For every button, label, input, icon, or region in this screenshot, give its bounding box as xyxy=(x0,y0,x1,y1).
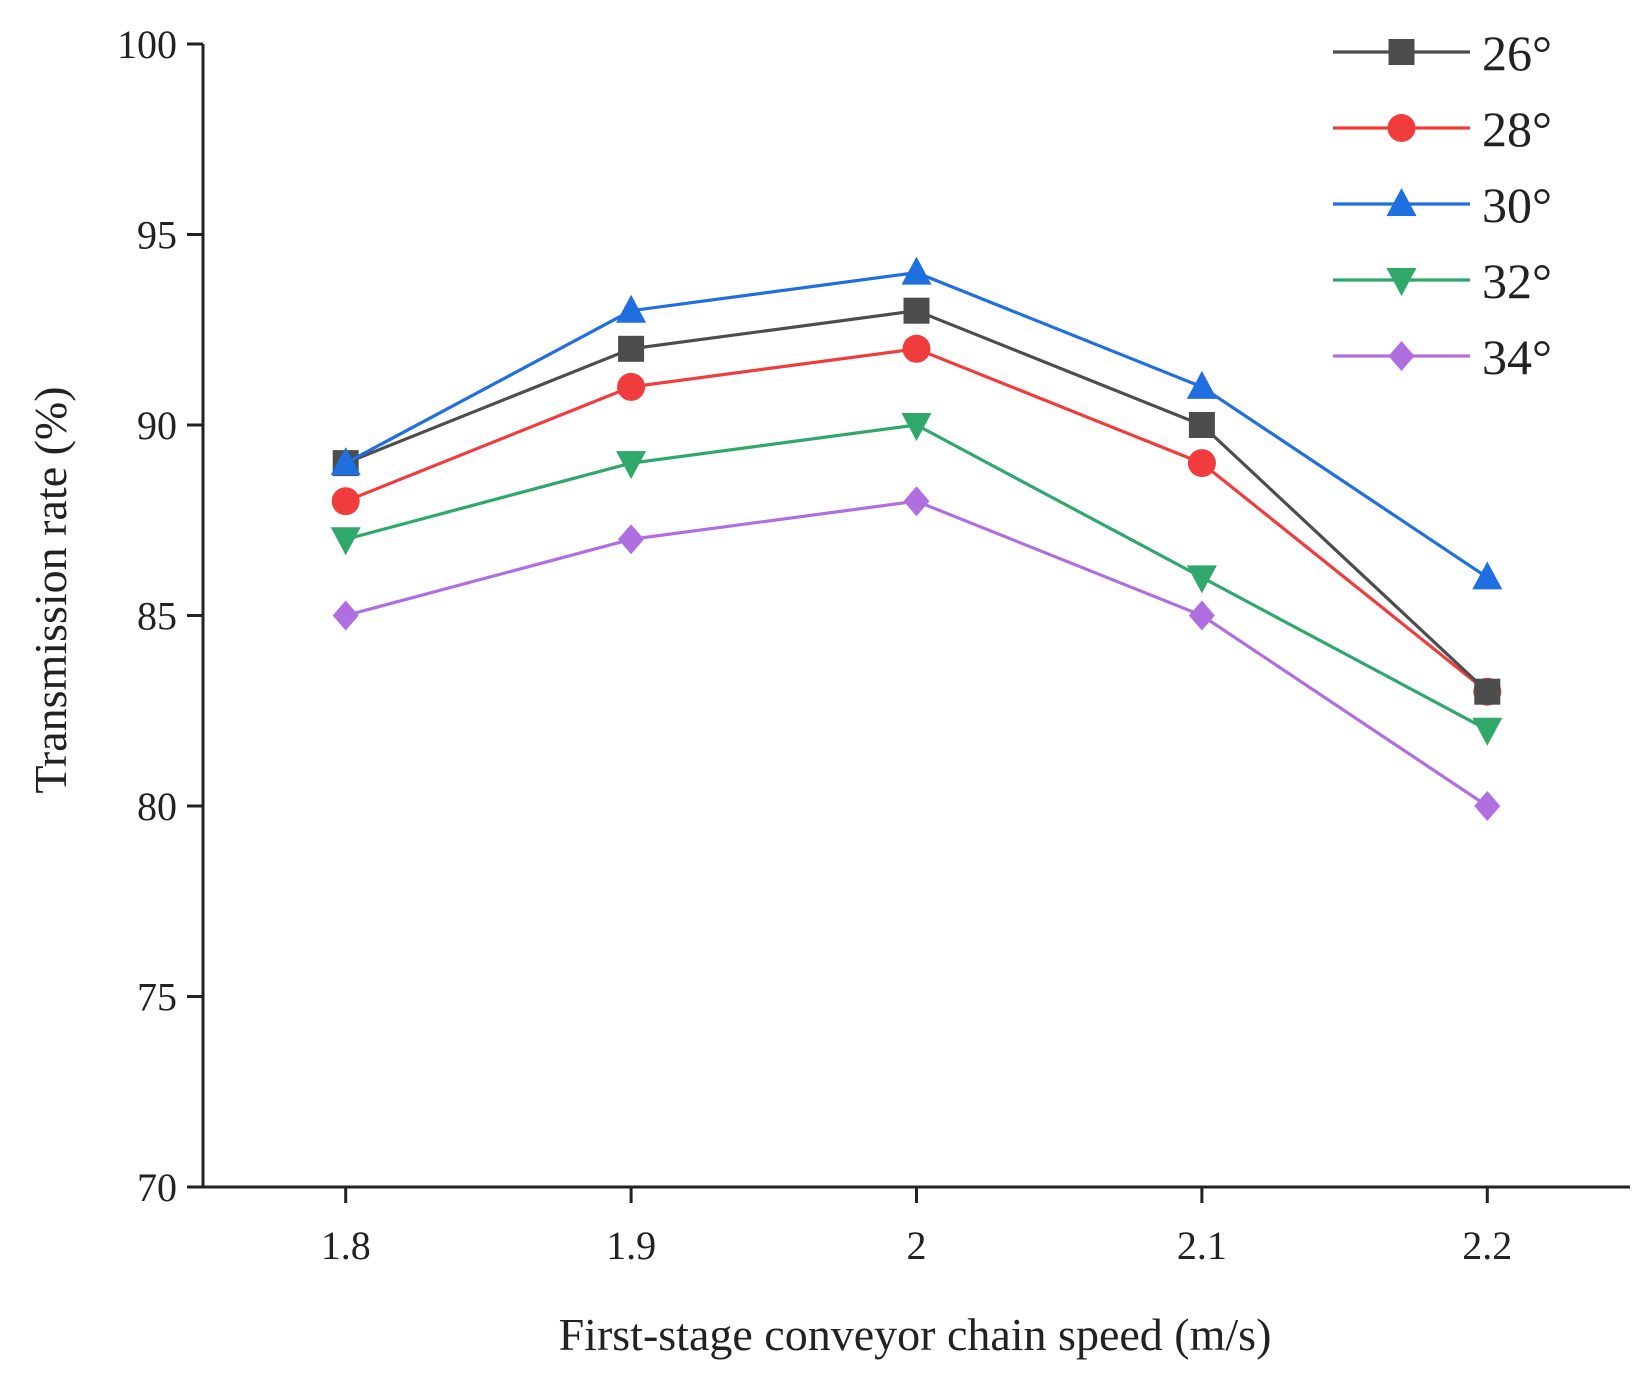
legend-item: 30° xyxy=(1333,177,1552,233)
x-axis-title: First-stage conveyor chain speed (m/s) xyxy=(559,1309,1272,1360)
legend-marker xyxy=(1386,188,1417,216)
x-tick-label: 1.9 xyxy=(606,1223,656,1268)
series-line xyxy=(345,423,1489,732)
data-point xyxy=(902,334,931,363)
data-point xyxy=(903,297,930,324)
legend-marker xyxy=(1388,39,1415,65)
legend-label: 26° xyxy=(1482,25,1552,81)
data-point xyxy=(617,372,646,401)
data-point xyxy=(616,451,647,480)
legend-marker xyxy=(1388,341,1415,371)
legend-label: 30° xyxy=(1482,177,1552,233)
data-point xyxy=(618,524,645,555)
data-point xyxy=(616,294,647,323)
legend-label: 28° xyxy=(1482,101,1552,157)
x-tick-label: 2.2 xyxy=(1462,1223,1512,1268)
data-point xyxy=(903,486,930,517)
legend: 26° 28° 30° 32° 34° xyxy=(1333,25,1552,385)
legend-label: 32° xyxy=(1482,253,1552,309)
data-point xyxy=(330,527,361,556)
data-point xyxy=(1187,449,1216,478)
data-point xyxy=(331,487,360,516)
series-layer xyxy=(330,256,1503,821)
data-point xyxy=(1472,717,1503,746)
legend-label: 34° xyxy=(1482,329,1552,385)
y-tick-label: 85 xyxy=(137,594,177,639)
x-tick-label: 2.1 xyxy=(1177,1223,1227,1268)
data-point xyxy=(1474,678,1501,705)
data-point xyxy=(1188,600,1215,631)
data-point xyxy=(1472,561,1503,590)
legend-item: 34° xyxy=(1333,329,1552,385)
x-tick-label: 2 xyxy=(907,1223,927,1268)
data-point xyxy=(330,447,361,476)
data-point xyxy=(618,335,645,362)
x-tick-label: 1.8 xyxy=(321,1223,371,1268)
y-tick-label: 100 xyxy=(117,22,177,67)
legend-marker xyxy=(1386,268,1417,296)
series-30deg xyxy=(330,256,1503,590)
series-32deg xyxy=(330,413,1503,746)
data-point xyxy=(1186,565,1217,594)
legend-item: 28° xyxy=(1333,101,1552,157)
y-tick-label: 95 xyxy=(137,213,177,258)
y-tick-label: 90 xyxy=(137,403,177,448)
series-28deg xyxy=(331,334,1502,706)
series-line xyxy=(345,499,1489,808)
y-axis-title: Transmission rate (%) xyxy=(25,386,76,793)
axes: 70 75 80 85 90 95 100 1.8 1.9 2 2.1 2.2 xyxy=(117,22,1630,1268)
data-point xyxy=(1188,412,1215,438)
y-tick-label: 80 xyxy=(137,784,177,829)
legend-item: 26° xyxy=(1333,25,1552,81)
series-line xyxy=(345,347,1489,693)
legend-item: 32° xyxy=(1333,253,1552,309)
legend-marker xyxy=(1387,114,1416,142)
y-tick-label: 70 xyxy=(137,1165,177,1210)
data-point xyxy=(1186,370,1217,399)
data-point xyxy=(1474,791,1501,821)
y-tick-label: 75 xyxy=(137,975,177,1020)
data-point xyxy=(901,413,932,441)
series-34deg xyxy=(332,486,1501,821)
data-point xyxy=(332,600,359,631)
data-point xyxy=(901,256,932,285)
